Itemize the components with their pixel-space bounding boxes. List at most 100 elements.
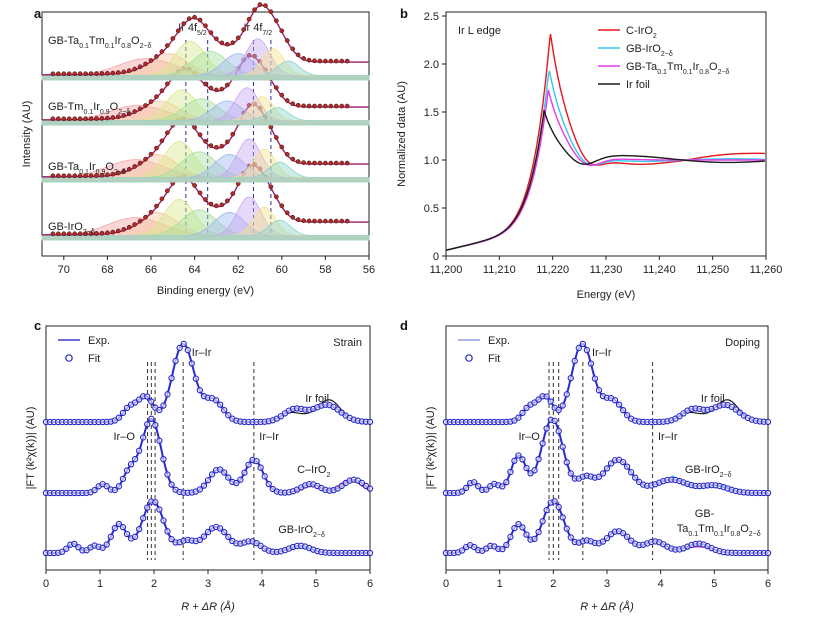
panel-a-data-point	[110, 115, 116, 120]
panel-a-data-point	[148, 209, 154, 215]
panel-d: 0 1 2 3 4 5 6 R + ΔR (Å) |FT (k²χ(k))| (AU) Dopin…	[425, 325, 772, 613]
panel-b-ylabel: Normalized data (AU)	[396, 81, 408, 187]
panel-d-fit-point	[603, 534, 611, 542]
panel-d-fit-point	[632, 474, 639, 481]
panel-c-fit-point	[192, 375, 199, 382]
panel-a-data-point	[263, 3, 268, 8]
panel-a-data-point	[132, 109, 137, 114]
panel-a-data-point	[94, 71, 99, 76]
panel-a-data-point	[235, 181, 241, 186]
panel-a-data-point	[230, 191, 236, 196]
panel-a-data-point	[159, 88, 165, 94]
panel-a-xtick-label: 64	[188, 264, 200, 276]
panel-a-data-point	[72, 71, 78, 77]
panel-d-fit-point	[611, 397, 619, 404]
panel-c-annotation: Ir–Ir	[259, 431, 279, 443]
panel-a-xtick-label: 58	[319, 264, 331, 276]
panel-a-data-point	[72, 116, 78, 122]
panel-c-fit-point	[253, 457, 260, 465]
panel-a-data-point	[148, 58, 154, 63]
panel-a-data-point	[214, 87, 219, 93]
panel-d-fit-point	[475, 483, 482, 490]
panel-a-data-point	[295, 102, 301, 108]
panel-c-fit-point	[212, 397, 220, 404]
panel-a-data-point	[312, 58, 317, 64]
panel-a-data-point	[50, 173, 56, 179]
panel-a-data-point	[77, 173, 83, 179]
panel-a-data-point	[56, 116, 61, 122]
panel-label-b: b	[400, 6, 408, 21]
panel-c-fit-point	[111, 524, 118, 532]
panel-a-series-label: GB-Tm0.1Ir0.9O2−δ	[48, 101, 130, 116]
panel-a-data-point	[143, 103, 148, 108]
panel-a-data-point	[224, 198, 230, 204]
panel-b-legend-label: C-IrO2	[626, 25, 657, 40]
panel-c-fit-point	[204, 528, 212, 536]
panel-label-a: a	[34, 6, 42, 21]
panel-d-xtick-label: 5	[711, 578, 717, 590]
panel-a-data-point	[208, 30, 214, 35]
panel-a-data-point	[268, 9, 274, 15]
panel-a-data-point	[132, 222, 137, 227]
panel-d-fit-point	[462, 484, 470, 492]
panel-a-data-point	[301, 103, 306, 109]
panel-a-data-point	[268, 184, 274, 190]
panel-a-data-point	[88, 173, 94, 178]
panel-a-data-point	[323, 58, 328, 64]
panel-a-data-point	[110, 171, 116, 177]
panel-c-fit-point	[225, 533, 232, 541]
panel-a-data-point	[143, 214, 148, 220]
panel-c-xlabel: R + ΔR (Å)	[181, 600, 235, 613]
panel-a-data-point	[306, 57, 312, 63]
panel-a-data-point	[50, 231, 56, 237]
panel-c-annotation: Ir–O	[114, 431, 136, 443]
panel-c-fit-point	[184, 346, 191, 354]
panel-c-fit-point	[152, 499, 159, 506]
panel-d-fit-point	[603, 465, 611, 472]
panel-c-fit-point	[225, 412, 232, 419]
panel-a-data-point	[154, 145, 159, 151]
panel-a-fit-component	[41, 60, 370, 81]
panel-d-fit-point	[628, 469, 635, 476]
panel-d-fit-point	[507, 533, 514, 541]
panel-c-fit-point	[131, 455, 139, 463]
panel-d-fit-point	[523, 464, 530, 472]
panel-a-data-point	[252, 53, 257, 59]
panel-d-series-label: Ta0.1Tm0.1Ir0.8O2−δ	[677, 523, 761, 538]
panel-a-data-point	[192, 183, 197, 188]
panel-b-xtick-label: 11,230	[590, 264, 623, 276]
panel-a-data-point	[143, 61, 148, 67]
panel-c-fit-point	[221, 529, 228, 536]
panel-a-data-point	[159, 138, 165, 144]
panel-b-series-line	[445, 110, 765, 251]
panel-d-fit-point	[591, 375, 599, 382]
panel-d-ylabel: |FT (k²χ(k))| (AU)	[425, 407, 437, 490]
panel-a-data-point	[257, 166, 263, 172]
panel-d-xlabel: R + ΔR (Å)	[580, 600, 634, 613]
panel-c-fit-point	[111, 417, 118, 424]
panel-b-legend-label: Ir foil	[626, 79, 650, 91]
panel-a-data-point	[61, 116, 67, 122]
panel-a-data-point	[317, 103, 323, 109]
panel-a-data-point	[301, 160, 306, 165]
panel-a-data-point	[105, 230, 110, 236]
panel-a-data-point	[88, 116, 94, 121]
panel-a: 70 68 66 64 62 60 58 56 Binding energy (eV) Inten…	[21, 2, 375, 297]
panel-a-data-point	[159, 49, 165, 54]
panel-d-fit-point	[607, 460, 615, 467]
panel-a-data-point	[224, 82, 230, 88]
panel-c-fit-point	[135, 447, 143, 454]
panel-a-data-point	[339, 218, 345, 224]
panel-a-data-point	[192, 14, 197, 20]
panel-c-fit-point	[164, 528, 171, 535]
panel-c-fit-point	[135, 525, 143, 533]
panel-c-xtick-label: 4	[259, 578, 265, 590]
panel-c-fit-point	[140, 515, 147, 522]
panel-d-fit-point	[579, 340, 586, 348]
panel-a-data-point	[126, 224, 132, 230]
panel-a-data-point	[83, 173, 88, 179]
panel-a-data-point	[317, 58, 323, 64]
panel-c-fit-point	[127, 461, 135, 468]
panel-c-fit-point	[123, 404, 131, 412]
panel-c-fit-point	[103, 483, 110, 490]
